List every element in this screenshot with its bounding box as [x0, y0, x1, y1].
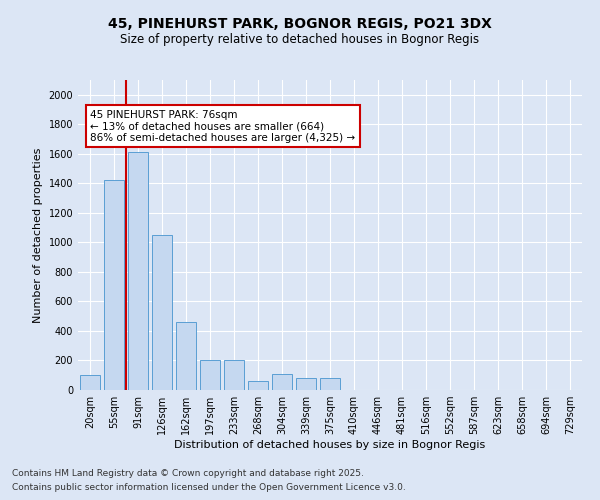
Bar	[224, 360, 244, 390]
X-axis label: Distribution of detached houses by size in Bognor Regis: Distribution of detached houses by size …	[175, 440, 485, 450]
Bar	[128, 152, 148, 390]
Text: Contains HM Land Registry data © Crown copyright and database right 2025.: Contains HM Land Registry data © Crown c…	[12, 468, 364, 477]
Text: Size of property relative to detached houses in Bognor Regis: Size of property relative to detached ho…	[121, 32, 479, 46]
Bar	[320, 378, 340, 390]
Text: 45, PINEHURST PARK, BOGNOR REGIS, PO21 3DX: 45, PINEHURST PARK, BOGNOR REGIS, PO21 3…	[108, 18, 492, 32]
Bar	[296, 378, 316, 390]
Bar	[104, 180, 124, 390]
Bar	[248, 381, 268, 390]
Y-axis label: Number of detached properties: Number of detached properties	[33, 148, 43, 322]
Bar	[176, 322, 196, 390]
Bar	[200, 360, 220, 390]
Text: 45 PINEHURST PARK: 76sqm
← 13% of detached houses are smaller (664)
86% of semi-: 45 PINEHURST PARK: 76sqm ← 13% of detach…	[91, 110, 356, 142]
Bar	[152, 235, 172, 390]
Bar	[80, 375, 100, 390]
Bar	[272, 374, 292, 390]
Text: Contains public sector information licensed under the Open Government Licence v3: Contains public sector information licen…	[12, 484, 406, 492]
